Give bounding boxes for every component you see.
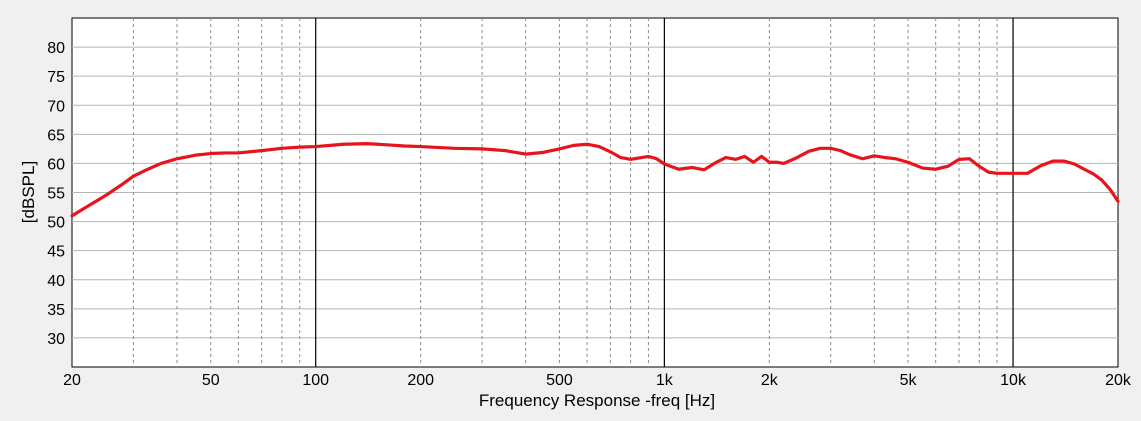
x-tick-label: 100: [302, 372, 329, 389]
y-tick-label: 65: [47, 127, 65, 144]
y-tick-labels: 30 35 40 45 50 55 60 65 70 75 80: [47, 40, 65, 348]
y-tick-label: 55: [47, 186, 65, 203]
x-tick-label: 200: [407, 372, 434, 389]
frequency-response-line: [70, 142, 1120, 218]
x-tick-label: 500: [546, 372, 573, 389]
y-tick-label: 60: [47, 156, 65, 173]
x-tick-label: 20k: [1105, 372, 1132, 389]
x-tick-labels: 20 50 100 200 500 1k 2k 5k 10k 20k: [63, 372, 1132, 389]
y-tick-label: 80: [47, 40, 65, 57]
y-tick-label: 40: [47, 273, 65, 290]
y-tick-label: 45: [47, 244, 65, 261]
grid-lines: [72, 18, 1118, 367]
y-tick-label: 75: [47, 69, 65, 86]
y-tick-label: 70: [47, 98, 65, 115]
x-axis-title: Frequency Response -freq [Hz]: [479, 391, 715, 410]
series-layer: [70, 142, 1120, 218]
y-tick-label: 30: [47, 331, 65, 348]
x-tick-label: 2k: [761, 372, 779, 389]
x-tick-label: 5k: [900, 372, 918, 389]
x-tick-label: 20: [63, 372, 81, 389]
x-tick-label: 1k: [656, 372, 674, 389]
y-tick-label: 35: [47, 302, 65, 319]
x-tick-label: 50: [202, 372, 220, 389]
y-axis-title: [dBSPL]: [19, 161, 38, 223]
x-tick-label: 10k: [1000, 372, 1027, 389]
y-tick-label: 50: [47, 215, 65, 232]
